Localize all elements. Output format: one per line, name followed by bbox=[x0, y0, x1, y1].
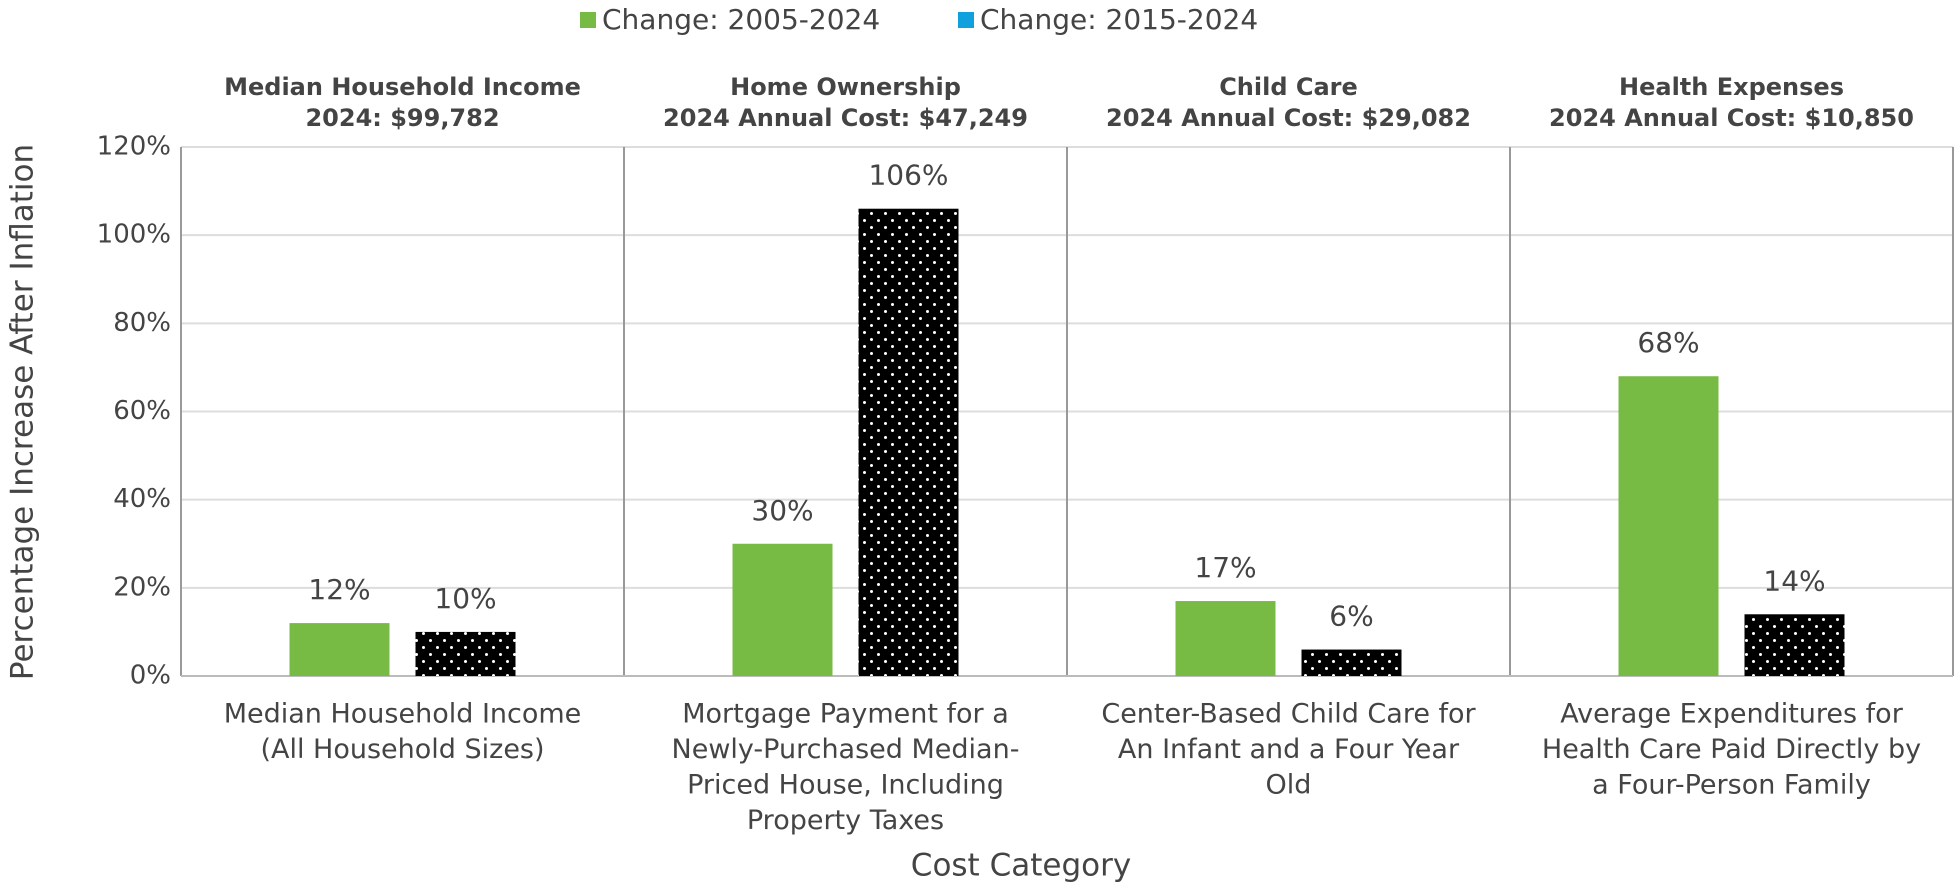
y-tick-label: 80% bbox=[113, 308, 171, 338]
x-tick-label: (All Household Sizes) bbox=[260, 734, 544, 765]
bar bbox=[1618, 376, 1719, 676]
legend-swatch bbox=[580, 12, 596, 28]
value-label: 14% bbox=[1763, 564, 1825, 597]
x-tick-label: Median Household Income bbox=[224, 699, 582, 730]
panel-title: Median Household Income bbox=[224, 73, 581, 101]
value-label: 6% bbox=[1329, 600, 1373, 633]
x-tick-label: Average Expenditures for bbox=[1560, 699, 1903, 730]
panel-title: Child Care bbox=[1219, 73, 1358, 101]
bar bbox=[858, 208, 959, 676]
y-tick-label: 120% bbox=[97, 132, 171, 162]
x-tick-label: Center-Based Child Care for bbox=[1101, 699, 1476, 730]
value-label: 17% bbox=[1194, 551, 1256, 584]
bar bbox=[1301, 649, 1402, 676]
x-tick-label: An Infant and a Four Year bbox=[1118, 734, 1460, 765]
value-label: 68% bbox=[1637, 326, 1699, 359]
value-label: 12% bbox=[308, 573, 370, 606]
legend-label: Change: 2005-2024 bbox=[602, 3, 880, 36]
panel-title: Home Ownership bbox=[730, 73, 961, 101]
panel-subtitle: 2024 Annual Cost: $10,850 bbox=[1549, 104, 1914, 132]
bar bbox=[1744, 614, 1845, 676]
legend-label: Change: 2015-2024 bbox=[980, 3, 1258, 36]
bar bbox=[732, 543, 833, 676]
bar bbox=[289, 623, 390, 676]
x-tick-label: Old bbox=[1266, 770, 1312, 801]
x-tick-label: Newly-Purchased Median- bbox=[672, 734, 1020, 765]
y-tick-label: 0% bbox=[130, 661, 171, 691]
panel-subtitle: 2024 Annual Cost: $29,082 bbox=[1106, 104, 1471, 132]
y-axis-label: Percentage Increase After Inflation bbox=[5, 144, 41, 680]
y-tick-label: 20% bbox=[113, 572, 171, 602]
bar bbox=[1175, 601, 1276, 676]
x-tick-label: Mortgage Payment for a bbox=[682, 699, 1009, 730]
x-tick-label: Property Taxes bbox=[747, 805, 944, 836]
x-tick-label: Priced House, Including bbox=[687, 770, 1004, 801]
value-label: 106% bbox=[868, 159, 948, 192]
y-tick-label: 100% bbox=[97, 220, 171, 250]
panel-title: Health Expenses bbox=[1619, 73, 1844, 101]
value-label: 30% bbox=[751, 494, 813, 527]
bar bbox=[415, 631, 516, 676]
panel-subtitle: 2024 Annual Cost: $47,249 bbox=[663, 104, 1028, 132]
panel-subtitle: 2024: $99,782 bbox=[305, 104, 499, 132]
x-axis-label: Cost Category bbox=[911, 848, 1131, 884]
x-tick-label: Health Care Paid Directly by bbox=[1542, 734, 1921, 765]
y-tick-label: 60% bbox=[113, 396, 171, 426]
value-label: 10% bbox=[434, 582, 496, 615]
y-tick-label: 40% bbox=[113, 484, 171, 514]
x-tick-label: a Four-Person Family bbox=[1592, 770, 1871, 801]
legend-swatch bbox=[958, 12, 974, 28]
